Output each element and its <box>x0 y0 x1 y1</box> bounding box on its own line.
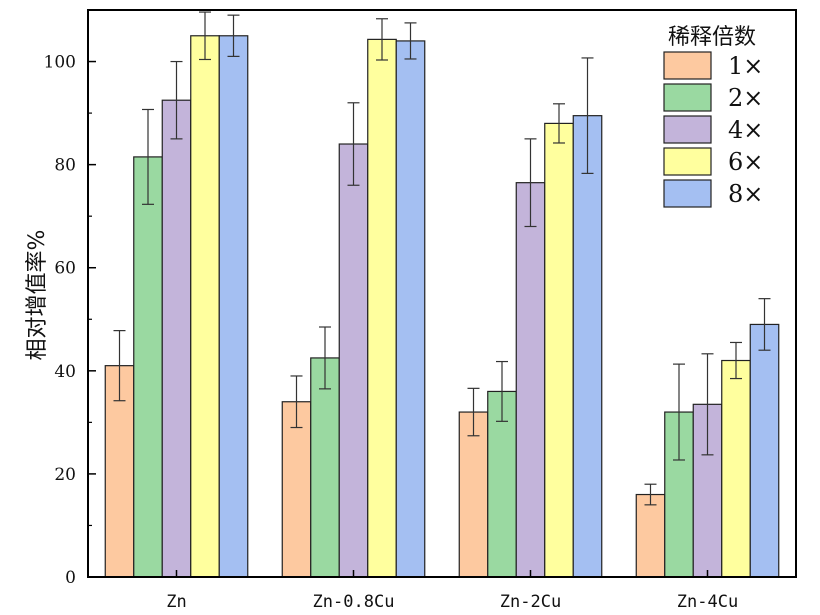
y-tick-label: 100 <box>44 53 76 73</box>
y-tick-label: 20 <box>54 465 76 485</box>
legend-label: 8× <box>728 180 763 208</box>
legend-swatch <box>663 147 712 176</box>
x-tick-label: Zn-2Cu <box>500 592 561 612</box>
bar-4-3 <box>544 122 574 578</box>
bar-2-2 <box>310 357 340 578</box>
bar-5-3 <box>572 115 603 578</box>
legend-title: 稀释倍数 <box>668 25 756 50</box>
x-tick-label: Zn-4Cu <box>677 592 738 612</box>
bar-2-4 <box>664 411 694 578</box>
plot-frame <box>87 9 797 578</box>
bar-4-4 <box>721 359 751 578</box>
y-tick-label: 80 <box>54 156 76 176</box>
legend-swatch <box>663 51 712 80</box>
bars-layer <box>104 35 780 578</box>
bar-1-2 <box>281 401 312 578</box>
error-bars-layer <box>113 11 771 506</box>
bar-5-2 <box>395 40 426 578</box>
bar-1-3 <box>458 411 489 578</box>
y-axis: 0 20 40 60 80 100 <box>44 53 96 588</box>
bar-1-4 <box>635 493 666 578</box>
legend-label: 4× <box>728 116 763 144</box>
bar-4-2 <box>367 38 397 578</box>
legend-swatch <box>663 83 712 112</box>
y-tick-label: 40 <box>54 362 76 382</box>
legend-swatch <box>663 115 712 144</box>
legend-label: 2× <box>728 84 763 112</box>
bar-2-3 <box>487 390 517 578</box>
legend-swatch <box>663 179 712 208</box>
x-axis: Zn Zn-0.8Cu Zn-2Cu Zn-4Cu <box>166 570 738 612</box>
bar-3-2 <box>338 143 369 578</box>
y-tick-label: 0 <box>65 568 76 588</box>
bar-3-1 <box>161 99 192 578</box>
bar-5-4 <box>749 323 780 578</box>
legend: 稀释倍数 1× 2× 4× 6× 8× <box>663 25 763 208</box>
bar-3-3 <box>515 182 546 578</box>
y-axis-title: 相对增值率% <box>25 230 50 361</box>
x-tick-label: Zn <box>166 592 186 612</box>
legend-label: 1× <box>728 52 763 80</box>
legend-label: 6× <box>728 148 763 176</box>
bar-5-1 <box>218 35 249 578</box>
bar-4-1 <box>190 35 220 578</box>
y-tick-label: 60 <box>54 259 76 279</box>
x-tick-label: Zn-0.8Cu <box>313 592 395 612</box>
bar-2-1 <box>133 156 163 578</box>
